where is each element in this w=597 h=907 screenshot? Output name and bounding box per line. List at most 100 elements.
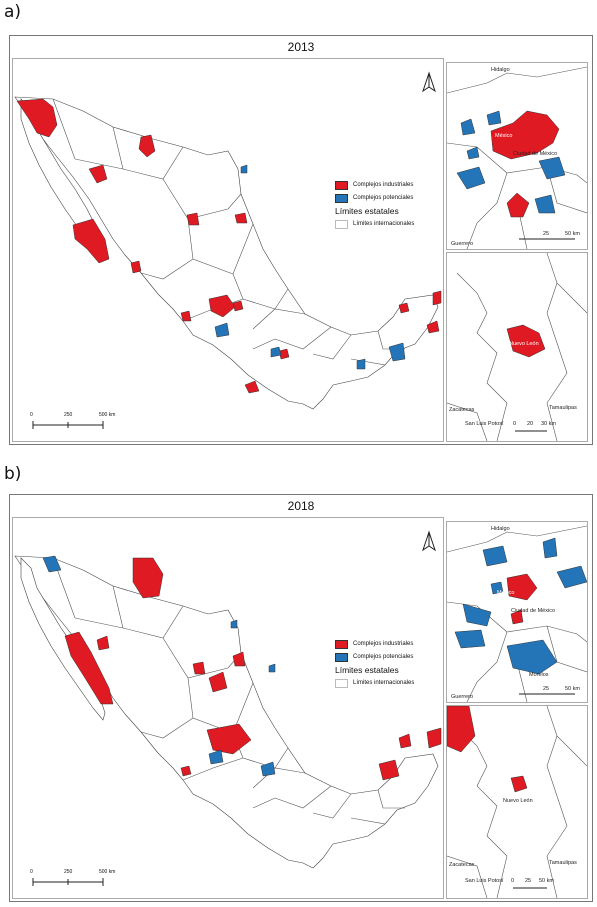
inset-top-scale-mid-b: 25 (543, 686, 549, 692)
state-boundaries (52, 98, 405, 366)
inset-bottom-label-slp-b: San Luis Potosí (465, 878, 504, 884)
scale-mid-b: 250 (64, 869, 73, 875)
inset-top-blue-3 (456, 166, 486, 190)
complex-campeche (398, 302, 410, 314)
legend-international: Límites internacionales (335, 218, 414, 231)
inset-top-scale-end-b: 50 km (565, 686, 580, 692)
inset-bottom-label-tam-b: Tamaulipas (549, 860, 577, 866)
inset-top-label-mexico: México (495, 133, 512, 139)
legend-industrial-b: Complejos industriales (335, 638, 414, 651)
legend-swatch-line-b (335, 679, 348, 688)
complex-sonora-b2 (96, 635, 110, 651)
inset-bottom-label-zac-b: Zacatecas (449, 862, 475, 868)
inset-bottom-svg-b: Nuevo León Zacatecas San Luis Potosí Tam… (447, 706, 587, 898)
complex-bajio-b (206, 723, 252, 755)
inset-bottom-label-slp: San Luis Potosí (465, 421, 504, 427)
legend-states-title: Límites estatales (335, 206, 399, 216)
inset-top-red-main (490, 110, 560, 160)
inset-top-boundaries (447, 66, 587, 249)
inset-top-label-cdmx-b: Ciudad de México (511, 608, 555, 614)
complex-sonora (88, 164, 108, 184)
inset-bottom-scale-end: 30 km (541, 421, 556, 427)
potential-tamps-b (268, 663, 276, 673)
legend-swatch-red-b (335, 640, 348, 649)
potential-centro (270, 346, 282, 358)
inset-top-scale-mid: 25 (543, 231, 549, 237)
inset-top-blue-b4 (462, 603, 492, 627)
inset-bottom-scale-zero-b: 0 (511, 878, 514, 884)
inset-top-label-guerrero-b: Guerrero (451, 694, 473, 700)
panel-a-map-svg (14, 71, 442, 429)
inset-top-blue-6 (466, 146, 480, 160)
mexico-mainland-b (14, 555, 439, 869)
inset-top-svg-b: Hidalgo México Ciudad de México Morelos … (447, 525, 587, 702)
scale-end-b: 500 km (99, 869, 116, 875)
inset-bottom-svg: Nuevo León Zacatecas San Luis Potosí Tam… (447, 253, 587, 441)
panel-b-label: b) (4, 464, 22, 484)
inset-bottom-scale-zero: 0 (513, 421, 516, 427)
inset-top-blue-b6 (506, 639, 558, 675)
inset-top-label-mexico-b: México (497, 590, 514, 596)
legend-international-b: Límites internacionales (335, 677, 414, 690)
inset-bottom-red-b2 (510, 775, 528, 793)
complex-nayarit-b (180, 765, 192, 777)
complex-qroo-b (378, 759, 400, 781)
complex-baja-sur (72, 218, 110, 264)
complex-campeche-b (398, 733, 412, 749)
complex-bajio (208, 294, 236, 318)
inset-top-scale-end: 50 km (565, 231, 580, 237)
complex-slp (232, 300, 244, 312)
inset-top-red-b2 (510, 609, 524, 625)
panel-a-main-map: 0 250 500 km Complejos industriales Comp… (12, 58, 444, 442)
legend-swatch-red (335, 181, 348, 190)
legend-swatch-line (335, 220, 348, 229)
inset-bottom-scale-mid-b: 25 (525, 878, 531, 884)
legend-industrial: Complejos industriales (335, 179, 414, 192)
inset-bottom-boundaries (447, 253, 587, 441)
inset-top-label-cdmx: Ciudad de México (513, 151, 557, 157)
inset-top-blue-5 (534, 194, 556, 214)
complex-sinaloa (130, 260, 142, 274)
inset-top-label-morelos: Morelos (525, 213, 545, 219)
inset-top-blue-b3 (556, 565, 587, 589)
potential-coahuila (240, 164, 248, 174)
panel-a-inset-top: Hidalgo México Ciudad de México Morelos … (446, 62, 588, 250)
panel-a-legend: Complejos industriales Complejos potenci… (335, 179, 414, 231)
panel-a-label: a) (4, 2, 22, 22)
potential-centro-b (260, 761, 276, 777)
potential-campeche (388, 342, 406, 362)
potential-coahuila-b (230, 619, 238, 629)
potential-jalisco (214, 322, 230, 338)
panel-b-main-map: 0 250 500 km Complejos industriales Comp… (12, 517, 444, 899)
panel-b-legend: Complejos industriales Complejos potenci… (335, 638, 414, 690)
complex-durango-b (192, 661, 206, 675)
complex-yucatan (432, 290, 442, 306)
complex-nayarit (180, 310, 192, 322)
panel-a-year: 2013 (287, 40, 315, 54)
scale-mid: 250 (64, 412, 73, 418)
complex-puebla (278, 348, 290, 360)
panel-b-frame: 2018 (9, 494, 593, 902)
inset-bottom-label-nl-b: Nuevo León (503, 798, 533, 804)
panel-a-frame: 2013 (9, 35, 593, 445)
complex-coahuila-b (208, 671, 228, 693)
complex-chihuahua (138, 134, 156, 158)
complex-yucatan-b (426, 727, 442, 749)
state-boundaries-b (52, 557, 405, 825)
north-arrow-icon (422, 530, 436, 552)
inset-top-blue-4 (538, 156, 566, 180)
panel-b-inset-top: Hidalgo México Ciudad de México Morelos … (446, 521, 588, 703)
complex-coahuila (186, 212, 200, 226)
panel-b-inset-bottom: Nuevo León Zacatecas San Luis Potosí Tam… (446, 705, 588, 899)
complex-sonora-b (64, 631, 114, 705)
potential-tabasco (356, 358, 366, 370)
inset-bottom-red (506, 324, 546, 358)
scale-end: 500 km (99, 412, 116, 418)
inset-bottom-label-nl: Nuevo León (509, 341, 539, 347)
legend-states-title-b: Límites estatales (335, 665, 399, 675)
complex-nuevo-leon (234, 212, 248, 224)
inset-top-blue-b5 (454, 629, 486, 649)
scale-zero-b: 0 (30, 869, 33, 875)
potential-jalisco-b (208, 749, 224, 765)
scale-bar-b (32, 878, 104, 886)
